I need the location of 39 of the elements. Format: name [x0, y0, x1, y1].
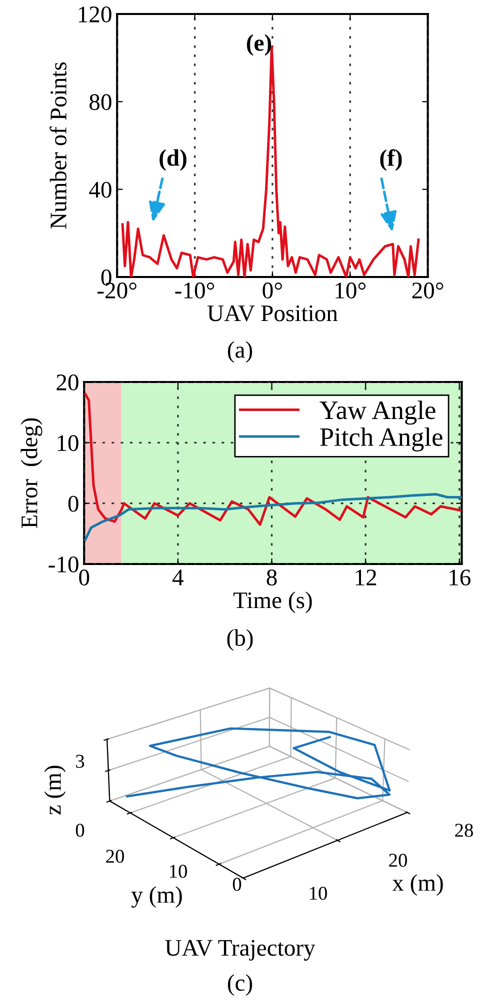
text: 20 [106, 850, 124, 863]
text: x (m) [392, 874, 443, 896]
x-tick-label: 10° [336, 282, 366, 298]
x-axis-title: UAV Position [207, 305, 338, 322]
y-tick-label: 40 [89, 182, 112, 198]
text: z (m) [44, 766, 66, 815]
x-tick-label: 16 [450, 570, 471, 586]
annotation: (f) [380, 149, 402, 171]
legend-label: Yaw Angle [320, 400, 436, 425]
x-axis-title: Time (s) [233, 592, 312, 614]
x-tick-label: 8 [266, 570, 277, 586]
y-tick-label: -10 [48, 556, 78, 572]
text: 28 [455, 824, 473, 837]
x-tick-label: 4 [172, 570, 184, 586]
legend-label: Pitch Angle [320, 427, 442, 452]
text: 10 [310, 886, 327, 900]
y-tick-label: 10 [58, 435, 78, 452]
annotation: (d) [160, 149, 186, 171]
y-tick-label: 20 [56, 374, 78, 390]
x-tick-label: -10° [175, 282, 214, 298]
x-tick-label: 0° [262, 282, 282, 298]
text: 10 [170, 864, 187, 878]
y-tick-label: 80 [90, 94, 112, 110]
text: 3 [76, 754, 84, 768]
y-axis-title: Error (deg) [20, 418, 42, 528]
x-tick-label: 12 [356, 570, 376, 586]
y-tick-label: 0 [68, 496, 78, 512]
y-tick-label: 120 [78, 6, 112, 22]
text: (a) [228, 341, 252, 363]
text: 20 [389, 854, 407, 867]
x-tick-label: 20° [412, 282, 444, 298]
text: UAV Trajectory [165, 940, 316, 961]
x-tick-label: 0 [79, 570, 90, 586]
y-axis-title: Number of Points [50, 62, 66, 229]
text: (c) [228, 974, 252, 996]
text: y (m) [131, 886, 182, 908]
text: 0 [232, 878, 242, 891]
annotation: (e) [246, 34, 272, 56]
text: (b) [227, 629, 253, 651]
